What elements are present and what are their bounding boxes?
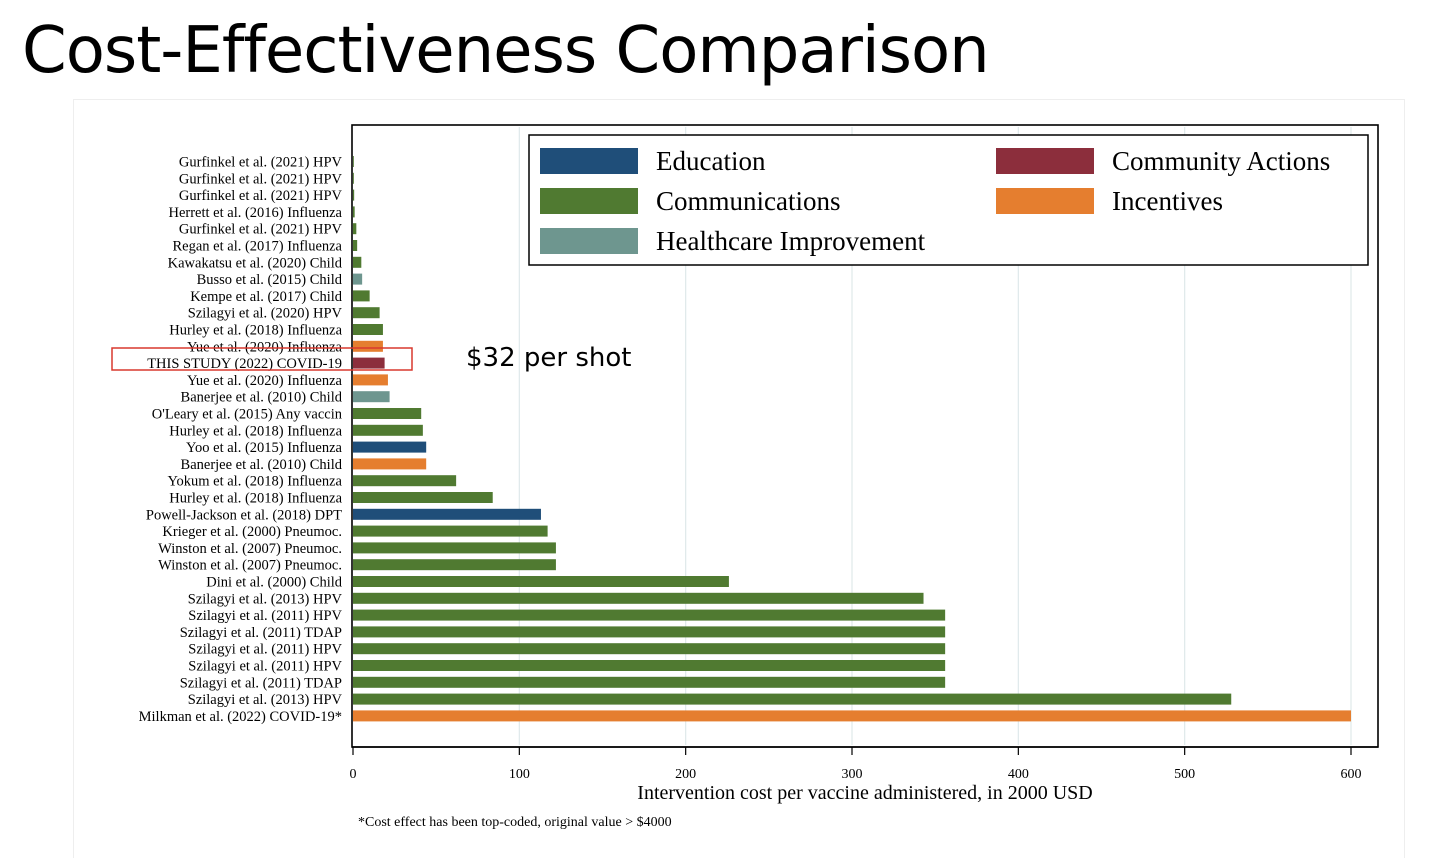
bar — [353, 458, 427, 470]
y-tick-label: Winston et al. (2007) Pneumoc. — [158, 558, 342, 574]
legend-swatch — [996, 188, 1094, 214]
y-tick-label: Hurley et al. (2018) Influenza — [169, 491, 342, 507]
bar — [353, 290, 370, 302]
y-tick-label: Winston et al. (2007) Pneumoc. — [158, 541, 342, 557]
bar — [353, 643, 946, 655]
y-tick-label: Hurley et al. (2018) Influenza — [169, 323, 342, 339]
bar — [353, 391, 390, 403]
legend-swatch — [996, 148, 1094, 174]
y-tick-label: Szilagyi et al. (2013) HPV — [188, 692, 343, 708]
y-tick-label: Herrett et al. (2016) Influenza — [168, 205, 342, 221]
bar — [353, 542, 556, 554]
x-tick-label: 200 — [675, 767, 696, 782]
legend-label: Communications — [656, 186, 841, 216]
bar — [353, 273, 363, 285]
legend-label: Incentives — [1112, 186, 1223, 216]
figure-frame — [73, 99, 1405, 858]
y-tick-label: Szilagyi et al. (2020) HPV — [188, 306, 343, 322]
bar — [353, 660, 946, 671]
legend-swatch — [540, 188, 638, 214]
bar — [353, 189, 355, 201]
bar — [353, 156, 354, 167]
bar — [353, 340, 383, 352]
bar — [353, 408, 422, 419]
x-tick-label: 400 — [1008, 767, 1029, 782]
bar — [353, 223, 357, 235]
bar — [353, 525, 548, 537]
y-tick-label: Gurfinkel et al. (2021) HPV — [179, 188, 343, 204]
y-tick-label: Szilagyi et al. (2011) TDAP — [180, 625, 342, 641]
y-tick-label: Banerjee et al. (2010) Child — [181, 390, 343, 406]
y-tick-label: Yokum et al. (2018) Influenza — [167, 474, 342, 490]
bar — [353, 374, 388, 386]
bar — [353, 592, 924, 604]
legend-label: Healthcare Improvement — [656, 226, 926, 256]
bar — [353, 441, 427, 453]
bar — [353, 710, 1351, 722]
y-tick-label: Gurfinkel et al. (2021) HPV — [179, 171, 343, 187]
bar — [353, 576, 729, 587]
y-tick-label: Busso et al. (2015) Child — [197, 272, 343, 288]
bar — [353, 492, 493, 503]
y-tick-label: Regan et al. (2017) Influenza — [173, 239, 343, 255]
y-tick-label: Szilagyi et al. (2011) HPV — [188, 659, 342, 675]
bars-group — [353, 156, 1351, 722]
x-tick-label: 600 — [1341, 767, 1362, 782]
callout-annotation: $32 per shot — [466, 343, 632, 373]
y-tick-label: Dini et al. (2000) Child — [206, 575, 342, 591]
bar — [353, 424, 423, 436]
legend: Education Communications Healthcare Improv… — [528, 134, 1369, 266]
bar — [353, 508, 541, 520]
y-tick-label: Szilagyi et al. (2013) HPV — [188, 591, 343, 607]
bar — [353, 324, 383, 335]
y-tick-label: Yoo et al. (2015) Influenza — [186, 440, 343, 456]
y-tick-label: Powell-Jackson et al. (2018) DPT — [146, 507, 342, 523]
y-tick-label: Yue et al. (2020) Influenza — [187, 373, 343, 389]
y-tick-label: Banerjee et al. (2010) Child — [181, 457, 343, 473]
legend-swatch — [540, 228, 638, 254]
y-tick-label: Krieger et al. (2000) Pneumoc. — [162, 524, 342, 540]
y-tick-label: Szilagyi et al. (2011) TDAP — [180, 675, 342, 691]
legend-label: Community Actions — [1112, 146, 1330, 176]
y-tick-label: Milkman et al. (2022) COVID-19* — [139, 709, 342, 725]
bar — [353, 172, 354, 184]
y-tick-label: O'Leary et al. (2015) Any vaccin — [152, 407, 343, 423]
bar — [353, 256, 362, 268]
slide-title: Cost-Effectiveness Comparison — [22, 14, 990, 88]
y-tick-label: Gurfinkel et al. (2021) HPV — [179, 155, 343, 171]
bar — [353, 206, 355, 218]
bar — [353, 626, 946, 638]
x-tick-label: 100 — [509, 767, 530, 782]
bar — [353, 676, 946, 688]
y-tick-label: Kempe et al. (2017) Child — [190, 289, 343, 305]
legend-label: Education — [656, 146, 766, 176]
x-tick-label: 0 — [350, 767, 357, 782]
bar — [353, 559, 556, 571]
y-tick-label: Szilagyi et al. (2011) HPV — [188, 608, 342, 624]
y-tick-label: Gurfinkel et al. (2021) HPV — [179, 222, 343, 238]
legend-box — [528, 134, 1369, 266]
bar — [353, 240, 358, 251]
bar — [353, 475, 457, 487]
bar — [353, 693, 1232, 705]
x-tick-label: 300 — [842, 767, 863, 782]
bar — [353, 357, 385, 369]
footnote: *Cost effect has been top-coded, origina… — [358, 815, 672, 830]
bar — [353, 609, 946, 621]
y-tick-label: Szilagyi et al. (2011) HPV — [188, 642, 342, 658]
y-tick-label: Kawakatsu et al. (2020) Child — [168, 255, 343, 271]
x-axis-title: Intervention cost per vaccine administer… — [637, 782, 1092, 804]
bar — [353, 307, 380, 319]
y-tick-label: Hurley et al. (2018) Influenza — [169, 423, 342, 439]
y-tick-label: THIS STUDY (2022) COVID-19 — [147, 356, 342, 372]
x-axis: 0 100 200 300 400 500 600 — [350, 746, 1378, 782]
legend-swatch — [540, 148, 638, 174]
x-tick-label: 500 — [1174, 767, 1195, 782]
highlight-box — [111, 347, 413, 371]
